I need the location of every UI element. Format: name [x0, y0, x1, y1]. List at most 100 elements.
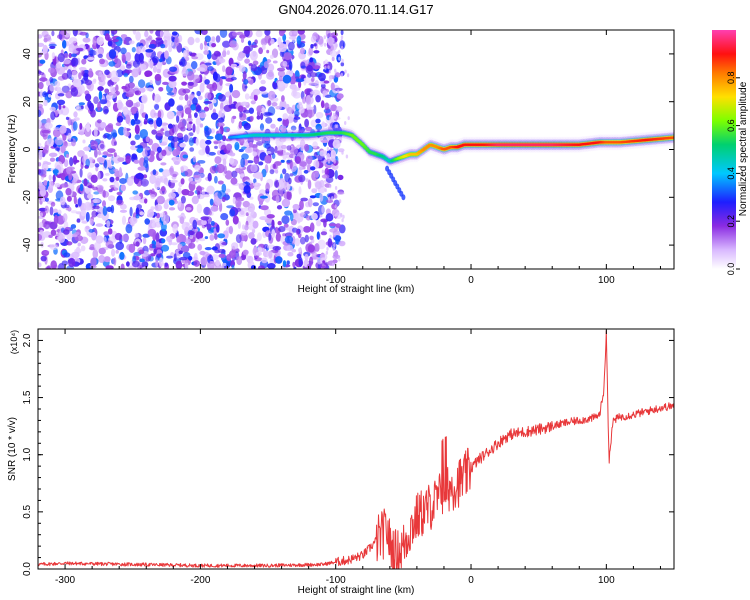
noise-speckle: [323, 35, 326, 40]
noise-speckle: [144, 113, 149, 120]
noise-speckle: [296, 103, 304, 110]
noise-speckle: [324, 102, 330, 111]
noise-speckle: [159, 175, 168, 183]
noise-speckle: [188, 51, 193, 56]
noise-speckle: [315, 123, 323, 131]
noise-speckle: [92, 186, 98, 191]
noise-speckle: [145, 49, 154, 53]
noise-speckle: [206, 185, 215, 195]
noise-speckle: [134, 232, 139, 238]
noise-speckle: [71, 53, 77, 58]
noise-speckle: [307, 163, 311, 173]
noise-speckle: [214, 250, 221, 254]
noise-speckle: [292, 91, 301, 99]
noise-speckle: [94, 148, 98, 158]
noise-speckle: [291, 104, 297, 111]
noise-speckle: [293, 266, 297, 269]
noise-speckle: [311, 212, 318, 221]
noise-speckle: [329, 234, 332, 239]
noise-speckle: [220, 76, 227, 80]
noise-speckle: [154, 73, 162, 82]
x-tick-label: -200: [190, 275, 210, 286]
noise-speckle: [331, 56, 335, 62]
noise-speckle: [110, 129, 117, 139]
noise-speckle: [159, 30, 164, 38]
noise-speckle: [164, 130, 171, 137]
noise-speckle: [145, 136, 150, 143]
noise-speckle: [323, 80, 330, 84]
noise-speckle: [215, 35, 221, 43]
noise-speckle: [38, 142, 42, 147]
noise-speckle: [278, 75, 283, 82]
noise-speckle: [320, 100, 325, 109]
noise-speckle: [121, 234, 130, 242]
noise-speckle: [131, 47, 136, 53]
noise-speckle: [293, 208, 297, 214]
y-tick-label: 0.0: [22, 562, 33, 576]
noise-speckle: [304, 118, 309, 128]
noise-speckle: [203, 100, 212, 104]
noise-speckle: [159, 257, 164, 268]
noise-speckle: [65, 116, 70, 120]
noise-speckle: [185, 206, 192, 211]
noise-speckle: [325, 250, 329, 255]
noise-speckle: [309, 222, 315, 233]
noise-speckle: [192, 219, 197, 230]
noise-speckle: [288, 41, 295, 51]
snr-ylabel: SNR (10 * v/v): [7, 417, 18, 481]
noise-speckle: [50, 201, 56, 207]
noise-speckle: [38, 184, 46, 191]
noise-speckle: [304, 253, 309, 261]
noise-speckle: [292, 261, 296, 268]
noise-speckle: [184, 169, 193, 177]
noise-speckle: [115, 36, 123, 47]
noise-speckle: [345, 154, 349, 159]
noise-speckle: [89, 244, 96, 250]
noise-speckle: [243, 45, 251, 55]
noise-speckle: [281, 215, 290, 225]
noise-speckle: [217, 180, 224, 185]
noise-speckle: [174, 36, 180, 47]
noise-speckle: [95, 223, 104, 227]
noise-speckle: [39, 212, 43, 218]
noise-speckle: [166, 235, 173, 243]
noise-speckle: [242, 249, 249, 255]
noise-speckle: [48, 234, 53, 238]
noise-speckle: [105, 240, 114, 249]
noise-speckle: [248, 232, 255, 240]
noise-speckle: [38, 233, 43, 241]
noise-speckle: [60, 183, 69, 188]
noise-speckle: [219, 30, 228, 38]
noise-speckle: [197, 244, 203, 251]
noise-speckle: [154, 180, 161, 190]
noise-speckle: [222, 40, 231, 48]
noise-speckle: [147, 228, 157, 237]
noise-speckle: [284, 210, 293, 216]
noise-speckle: [219, 78, 223, 86]
noise-speckle: [275, 256, 283, 264]
noise-speckle: [215, 259, 221, 267]
noise-speckle: [166, 92, 175, 96]
noise-speckle: [135, 110, 139, 119]
noise-speckle: [287, 251, 294, 257]
noise-speckle: [162, 68, 171, 78]
noise-speckle: [326, 147, 330, 151]
noise-speckle: [189, 121, 193, 125]
noise-speckle: [91, 210, 98, 218]
noise-speckle: [224, 170, 233, 180]
noise-speckle: [53, 214, 59, 225]
noise-speckle: [190, 61, 198, 70]
noise-speckle: [250, 257, 254, 265]
noise-speckle: [217, 233, 225, 239]
noise-speckle: [229, 209, 236, 217]
noise-speckle: [333, 243, 336, 248]
noise-speckle: [144, 198, 148, 204]
noise-speckle: [105, 124, 114, 133]
noise-speckle: [63, 252, 71, 258]
noise-speckle: [181, 81, 188, 86]
noise-speckle: [89, 218, 95, 226]
noise-speckle: [128, 243, 136, 253]
noise-speckle: [88, 68, 93, 78]
noise-speckle: [139, 129, 148, 139]
noise-speckle: [257, 246, 263, 254]
